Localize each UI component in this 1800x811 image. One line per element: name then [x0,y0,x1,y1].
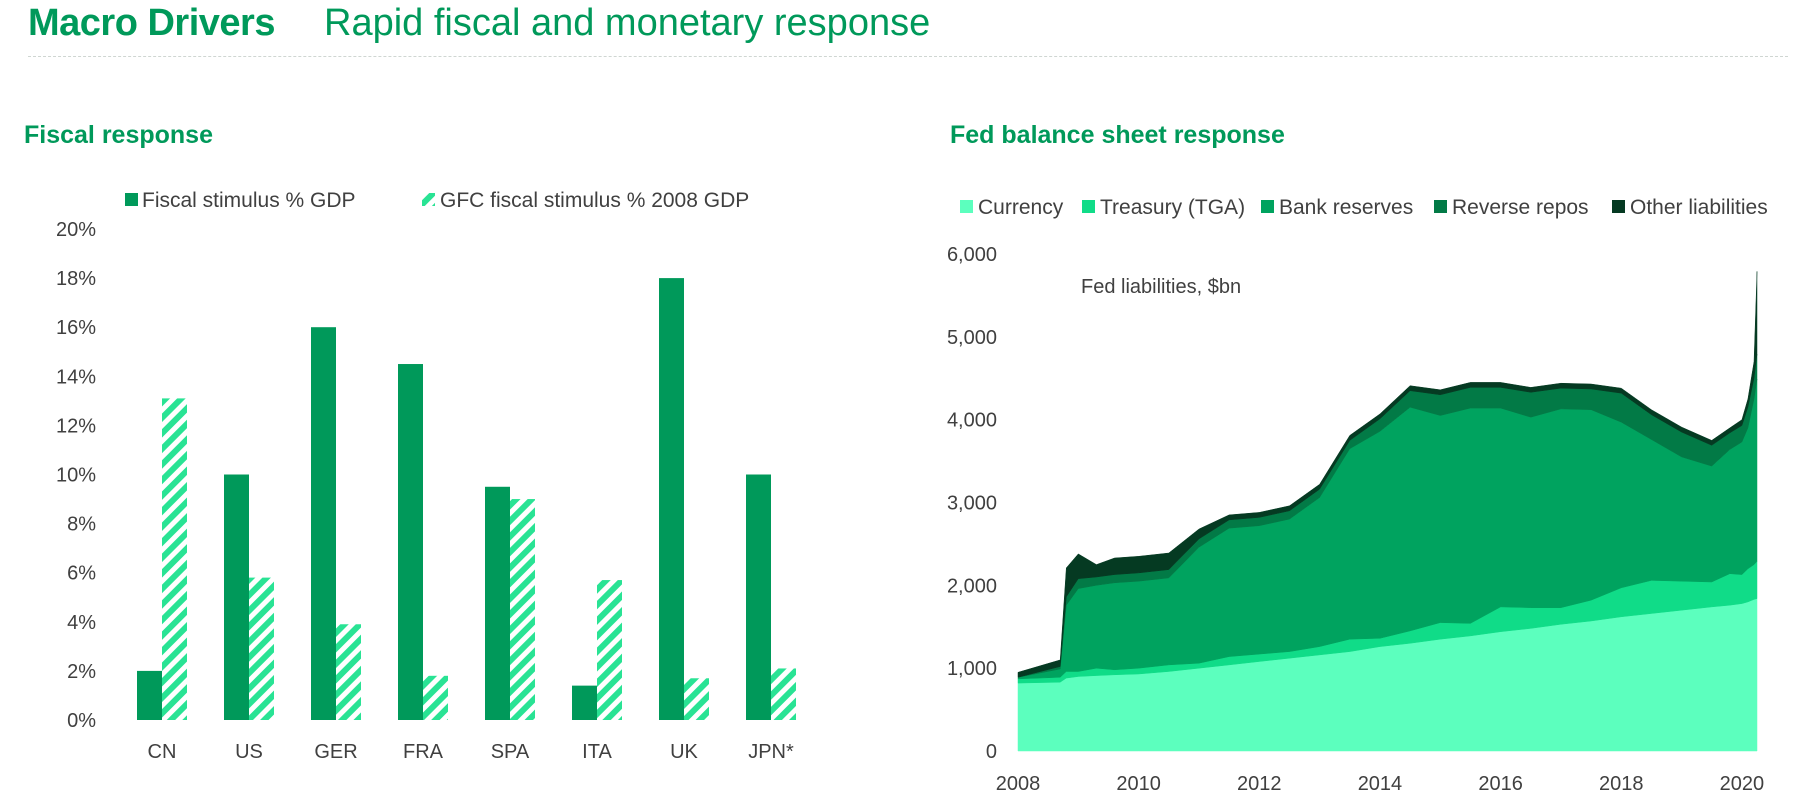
legend-label-reverse-repos: Reverse repos [1452,196,1589,219]
bar-fiscal-spa [485,486,510,720]
y-tick-label: 10% [56,465,96,487]
page-header: Macro Drivers Rapid fiscal and monetary … [28,0,1788,57]
y-tick-label: 14% [56,366,96,388]
legend-swatch-other-liabilities [1612,200,1625,213]
fiscal-legend: Fiscal stimulus % GDP GFC fiscal stimulu… [125,189,749,212]
legend-label-fiscal: Fiscal stimulus % GDP [142,189,356,212]
legend-swatch-bank-reserves [1261,200,1274,213]
y-tick-label: 4% [67,612,96,634]
fed-x-tick-label: 2012 [1237,773,1282,795]
bar-gfc-ita [597,580,622,720]
fed-y-tick-label: 4,000 [947,410,997,432]
page-subtitle: Rapid fiscal and monetary response [324,2,931,44]
fed-chart-title: Fed balance sheet response [950,121,1285,149]
y-tick-label: 2% [67,661,96,683]
fiscal-response-chart: Fiscal stimulus % GDP GFC fiscal stimulu… [56,189,796,763]
bar-gfc-spa [510,499,535,720]
fed-y-tick-label: 6,000 [947,244,997,266]
fed-y-tick-label: 2,000 [947,575,997,597]
y-tick-label: 12% [56,415,96,437]
fed-y-tick-label: 0 [986,741,997,763]
area-currency [1017,598,1758,752]
y-tick-label: 18% [56,268,96,290]
fed-y-tick-label: 5,000 [947,327,997,349]
bar-fiscal-us [224,474,249,720]
fed-x-tick-label: 2008 [996,773,1041,795]
bar-fiscal-ita [572,685,597,720]
fed-x-tick-label: 2016 [1478,773,1523,795]
bar-gfc-ger [336,624,361,720]
legend-swatch-treasury-tga- [1082,200,1095,213]
fed-y-tick-label: 1,000 [947,658,997,680]
fiscal-chart-title: Fiscal response [24,121,213,149]
x-tick-label: FRA [403,741,444,763]
bar-gfc-cn [162,398,187,720]
bar-gfc-jpn [771,668,796,720]
bar-gfc-us [249,577,274,720]
bar-fiscal-jpn [746,474,771,720]
y-tick-label: 8% [67,514,96,536]
area-bank-reserves [1017,379,1758,680]
legend-swatch-reverse-repos [1434,200,1447,213]
bar-fiscal-ger [311,327,336,720]
fed-annotation: Fed liabilities, $bn [1081,276,1241,298]
area-reverse-repos [1017,354,1758,678]
fed-legend: Currency Treasury (TGA) Bank reserves Rever… [960,196,1768,219]
fed-x-tick-label: 2014 [1358,773,1403,795]
legend-swatch-fiscal [125,193,138,206]
x-tick-label: US [235,741,263,763]
y-tick-label: 16% [56,317,96,339]
x-tick-label: GER [314,741,357,763]
bar-gfc-uk [684,678,709,720]
bar-fiscal-cn [137,670,162,720]
fed-x-tick-label: 2020 [1720,773,1765,795]
area-treasury-tga- [1017,560,1758,684]
x-tick-label: CN [148,741,177,763]
fed-x-tick-label: 2010 [1116,773,1161,795]
page-title: Macro Drivers [28,2,275,44]
bar-gfc-fra [423,675,448,720]
x-tick-label: SPA [491,741,530,763]
x-tick-label: JPN* [748,741,794,763]
x-tick-label: UK [670,741,698,763]
y-tick-label: 20% [56,219,96,241]
legend-label-gfc: GFC fiscal stimulus % 2008 GDP [440,189,749,212]
x-tick-label: ITA [582,741,612,763]
legend-label-other-liabilities: Other liabilities [1630,196,1768,219]
bar-fiscal-fra [398,364,423,720]
bar-fiscal-uk [659,278,684,720]
legend-label-treasury-tga-: Treasury (TGA) [1100,196,1245,219]
fed-y-tick-label: 3,000 [947,493,997,515]
fed-x-tick-label: 2018 [1599,773,1644,795]
legend-label-bank-reserves: Bank reserves [1279,196,1413,219]
legend-swatch-currency [960,200,973,213]
legend-label-currency: Currency [978,196,1064,219]
legend-swatch-gfc [422,193,435,206]
y-tick-label: 0% [67,710,96,732]
area-other-liabilities [1017,271,1758,678]
y-tick-label: 6% [67,563,96,585]
